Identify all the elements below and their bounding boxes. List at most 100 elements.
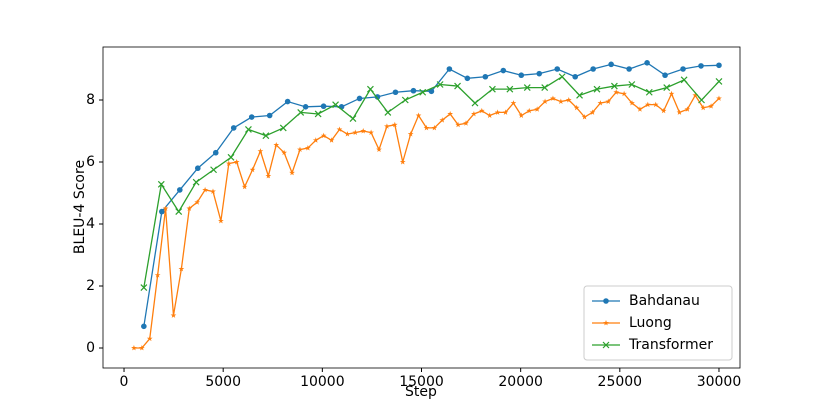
point <box>157 180 165 188</box>
legend-label: Bahdanau <box>629 293 700 309</box>
point <box>506 85 514 93</box>
legend-label: Luong <box>629 315 672 331</box>
plot-frame <box>102 46 741 369</box>
point <box>368 129 374 135</box>
point <box>210 166 217 174</box>
point <box>518 72 525 79</box>
point <box>194 165 201 172</box>
point <box>428 88 435 95</box>
point <box>248 114 255 120</box>
point <box>518 112 525 118</box>
point <box>249 166 256 173</box>
point <box>494 109 501 115</box>
point <box>486 112 493 118</box>
point <box>273 141 280 148</box>
point <box>384 108 392 116</box>
point <box>652 101 659 108</box>
point <box>332 101 339 109</box>
y-tick-label: 6 <box>86 154 95 170</box>
point <box>141 323 147 330</box>
x-tick-label: 25000 <box>598 374 643 390</box>
point <box>613 89 620 95</box>
y-tick-label: 0 <box>86 340 95 356</box>
point <box>698 96 705 104</box>
point <box>302 104 309 110</box>
point <box>589 109 596 115</box>
y-axis-label: BLEU-4 Score <box>72 160 88 254</box>
x-tick-label: 10000 <box>300 374 345 390</box>
point <box>146 335 153 342</box>
point <box>415 112 422 118</box>
point <box>399 159 406 165</box>
point <box>392 89 399 96</box>
series-line <box>143 75 720 288</box>
point <box>463 120 469 126</box>
point <box>281 149 287 156</box>
legend-marker <box>603 320 609 326</box>
point <box>502 109 509 115</box>
x-tick-label: 5000 <box>205 374 241 390</box>
point <box>314 110 322 118</box>
point <box>186 205 193 211</box>
point <box>423 124 430 131</box>
point <box>344 131 351 137</box>
point <box>645 88 653 96</box>
point <box>212 149 219 156</box>
point <box>431 124 438 131</box>
point <box>192 178 200 186</box>
point <box>608 61 614 68</box>
y-tick-label: 4 <box>86 216 95 232</box>
x-axis-label: Step <box>405 384 437 400</box>
point <box>439 117 446 123</box>
point <box>700 104 707 111</box>
point <box>245 126 252 133</box>
point <box>558 98 564 104</box>
point <box>536 70 543 77</box>
x-tick-label: 20000 <box>498 374 543 390</box>
point <box>139 345 145 351</box>
point <box>581 114 588 120</box>
point <box>644 60 650 66</box>
legend-label: Transformer <box>628 337 713 353</box>
point <box>542 98 548 104</box>
point <box>262 132 270 140</box>
point <box>297 146 303 153</box>
point <box>170 312 177 318</box>
point <box>573 104 580 111</box>
point <box>680 76 688 84</box>
point <box>289 169 295 176</box>
point <box>233 159 240 165</box>
y-tick-label: 8 <box>86 92 95 108</box>
point <box>668 90 675 97</box>
point <box>210 188 216 194</box>
point <box>227 153 235 161</box>
point <box>478 107 485 114</box>
point <box>447 110 454 117</box>
point <box>684 106 691 112</box>
point <box>257 148 264 154</box>
point <box>356 95 363 102</box>
point <box>716 62 722 69</box>
point <box>320 103 327 110</box>
point <box>349 115 357 123</box>
point <box>175 208 183 216</box>
point <box>225 160 232 166</box>
point <box>391 121 398 128</box>
point <box>698 63 704 69</box>
point <box>455 121 461 128</box>
point <box>676 109 683 115</box>
point <box>328 137 335 143</box>
point <box>572 73 578 80</box>
point <box>708 103 714 109</box>
point <box>637 106 643 112</box>
point <box>284 98 291 105</box>
point <box>352 129 359 135</box>
point <box>131 345 137 351</box>
point <box>454 82 461 90</box>
point <box>159 208 165 215</box>
point <box>162 205 169 211</box>
point <box>663 84 671 92</box>
point <box>374 94 381 100</box>
